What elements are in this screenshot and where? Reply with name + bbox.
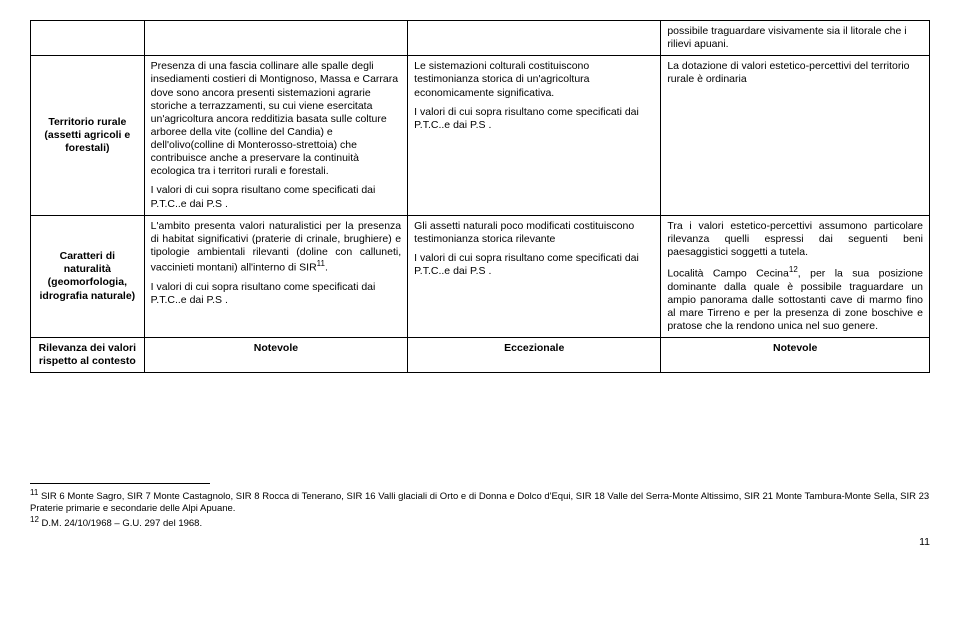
cell-text: L'ambito presenta valori naturalistici p… — [144, 215, 408, 338]
cell-text: La dotazione di valori estetico-percetti… — [661, 56, 930, 215]
paragraph: Presenza di una fascia collinare alle sp… — [151, 60, 402, 178]
paragraph: I valori di cui sopra risultano come spe… — [414, 106, 654, 132]
footnote-number: 12 — [30, 515, 39, 524]
cell-text: Presenza di una fascia collinare alle sp… — [144, 56, 408, 215]
paragraph: Le sistemazioni colturali costituiscono … — [414, 60, 654, 99]
paragraph: I valori di cui sopra risultano come spe… — [414, 252, 654, 278]
row-header-rilevanza: Rilevanza dei valori rispetto al contest… — [31, 338, 145, 373]
cell-value: Notevole — [144, 338, 408, 373]
document-table: possibile traguardare visivamente sia il… — [30, 20, 930, 373]
cell-text: Gli assetti naturali poco modificati cos… — [408, 215, 661, 338]
superscript: 12 — [789, 265, 798, 274]
cell-empty — [31, 21, 145, 56]
footnote-separator — [30, 483, 210, 484]
text-span: L'ambito presenta valori naturalistici p… — [151, 220, 402, 274]
cell-text: possibile traguardare visivamente sia il… — [661, 21, 930, 56]
footnote-text: SIR 6 Monte Sagro, SIR 7 Monte Castagnol… — [30, 492, 929, 515]
cell-empty — [408, 21, 661, 56]
paragraph: Tra i valori estetico-percettivi assumon… — [667, 220, 923, 259]
paragraph: I valori di cui sopra risultano come spe… — [151, 184, 402, 210]
footnote-12: 12 D.M. 24/10/1968 – G.U. 297 del 1968. — [30, 515, 930, 530]
paragraph: Gli assetti naturali poco modificati cos… — [414, 220, 654, 246]
footnote-text: D.M. 24/10/1968 – G.U. 297 del 1968. — [39, 518, 202, 529]
table-row: Territorio rurale (assetti agricoli e fo… — [31, 56, 930, 215]
text-span: Località Campo Cecina — [667, 268, 789, 280]
cell-value: Notevole — [661, 338, 930, 373]
footnote-11: 11 SIR 6 Monte Sagro, SIR 7 Monte Castag… — [30, 488, 930, 515]
text-span: . — [325, 262, 328, 274]
paragraph: L'ambito presenta valori naturalistici p… — [151, 220, 402, 275]
paragraph: I valori di cui sopra risultano come spe… — [151, 281, 402, 307]
paragraph: Località Campo Cecina12, per la sua posi… — [667, 265, 923, 333]
page-number: 11 — [30, 536, 930, 548]
table-row: Caratteri di naturalità (geomorfologia, … — [31, 215, 930, 338]
cell-value: Eccezionale — [408, 338, 661, 373]
footnotes-block: 11 SIR 6 Monte Sagro, SIR 7 Monte Castag… — [30, 488, 930, 530]
table-row: Rilevanza dei valori rispetto al contest… — [31, 338, 930, 373]
cell-empty — [144, 21, 408, 56]
table-row: possibile traguardare visivamente sia il… — [31, 21, 930, 56]
cell-text: Le sistemazioni colturali costituiscono … — [408, 56, 661, 215]
row-header-caratteri: Caratteri di naturalità (geomorfologia, … — [31, 215, 145, 338]
cell-text: Tra i valori estetico-percettivi assumon… — [661, 215, 930, 338]
row-header-territorio: Territorio rurale (assetti agricoli e fo… — [31, 56, 145, 215]
superscript: 11 — [317, 259, 325, 268]
